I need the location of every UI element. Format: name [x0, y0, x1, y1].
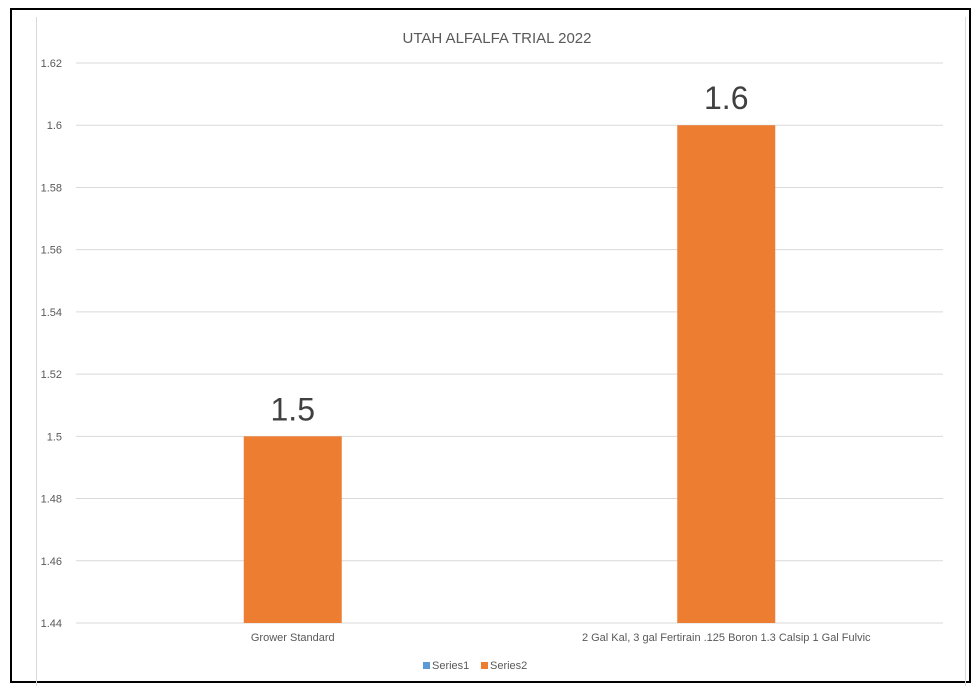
- x-tick-label: 2 Gal Kal, 3 gal Fertirain .125 Boron 1.…: [582, 632, 871, 644]
- y-tick-label: 1.54: [41, 307, 62, 319]
- y-axis-tick-labels: 1.44 1.46 1.48 1.5 1.52 1.54 1.56 1.58 1.6 1.62: [41, 58, 62, 630]
- y-tick-label: 1.62: [41, 58, 62, 70]
- legend-swatch: [423, 662, 430, 669]
- chart-frame: [10, 8, 971, 683]
- chart-title: UTAH ALFALFA TRIAL 2022: [403, 30, 592, 47]
- y-tick-label: 1.46: [41, 556, 62, 568]
- y-tick-label: 1.5: [47, 431, 62, 443]
- data-label: 1.5: [271, 391, 315, 427]
- y-tick-label: 1.44: [41, 618, 62, 630]
- legend-label: Series2: [490, 660, 527, 672]
- legend-swatch: [481, 662, 488, 669]
- legend: Series1 Series2: [423, 660, 527, 672]
- data-label: 1.6: [704, 80, 748, 116]
- y-tick-label: 1.6: [47, 120, 62, 132]
- y-tick-label: 1.48: [41, 494, 62, 506]
- y-tick-label: 1.58: [41, 182, 62, 194]
- y-tick-label: 1.52: [41, 369, 62, 381]
- x-axis-tick-labels: Grower Standard 2 Gal Kal, 3 gal Fertirai…: [251, 632, 871, 644]
- chart-area-border: [36, 17, 966, 686]
- legend-label: Series1: [432, 660, 469, 672]
- bars: [243, 125, 776, 623]
- x-tick-label: Grower Standard: [251, 632, 335, 644]
- data-labels: 1.5 1.6: [271, 80, 749, 427]
- bar-series2: [677, 125, 776, 623]
- y-tick-label: 1.56: [41, 245, 62, 257]
- bar-series2: [243, 436, 342, 623]
- gridlines: [76, 62, 943, 624]
